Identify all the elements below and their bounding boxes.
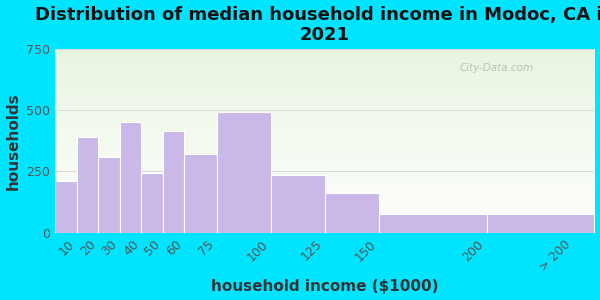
Bar (141, 172, 163, 233)
Y-axis label: households: households (5, 92, 20, 190)
X-axis label: household income ($1000): household income ($1000) (211, 279, 439, 294)
Bar (98, 157, 120, 233)
Title: Distribution of median household income in Modoc, CA in
2021: Distribution of median household income … (35, 6, 600, 44)
Bar (271, 175, 325, 233)
Bar (325, 194, 379, 233)
Bar (163, 131, 184, 233)
Text: City-Data.com: City-Data.com (460, 63, 534, 74)
Bar (77, 137, 98, 233)
Bar (487, 214, 595, 233)
Bar (379, 214, 487, 233)
Bar (184, 154, 217, 233)
Bar (217, 112, 271, 233)
Bar (120, 122, 141, 233)
Bar (55, 181, 77, 233)
